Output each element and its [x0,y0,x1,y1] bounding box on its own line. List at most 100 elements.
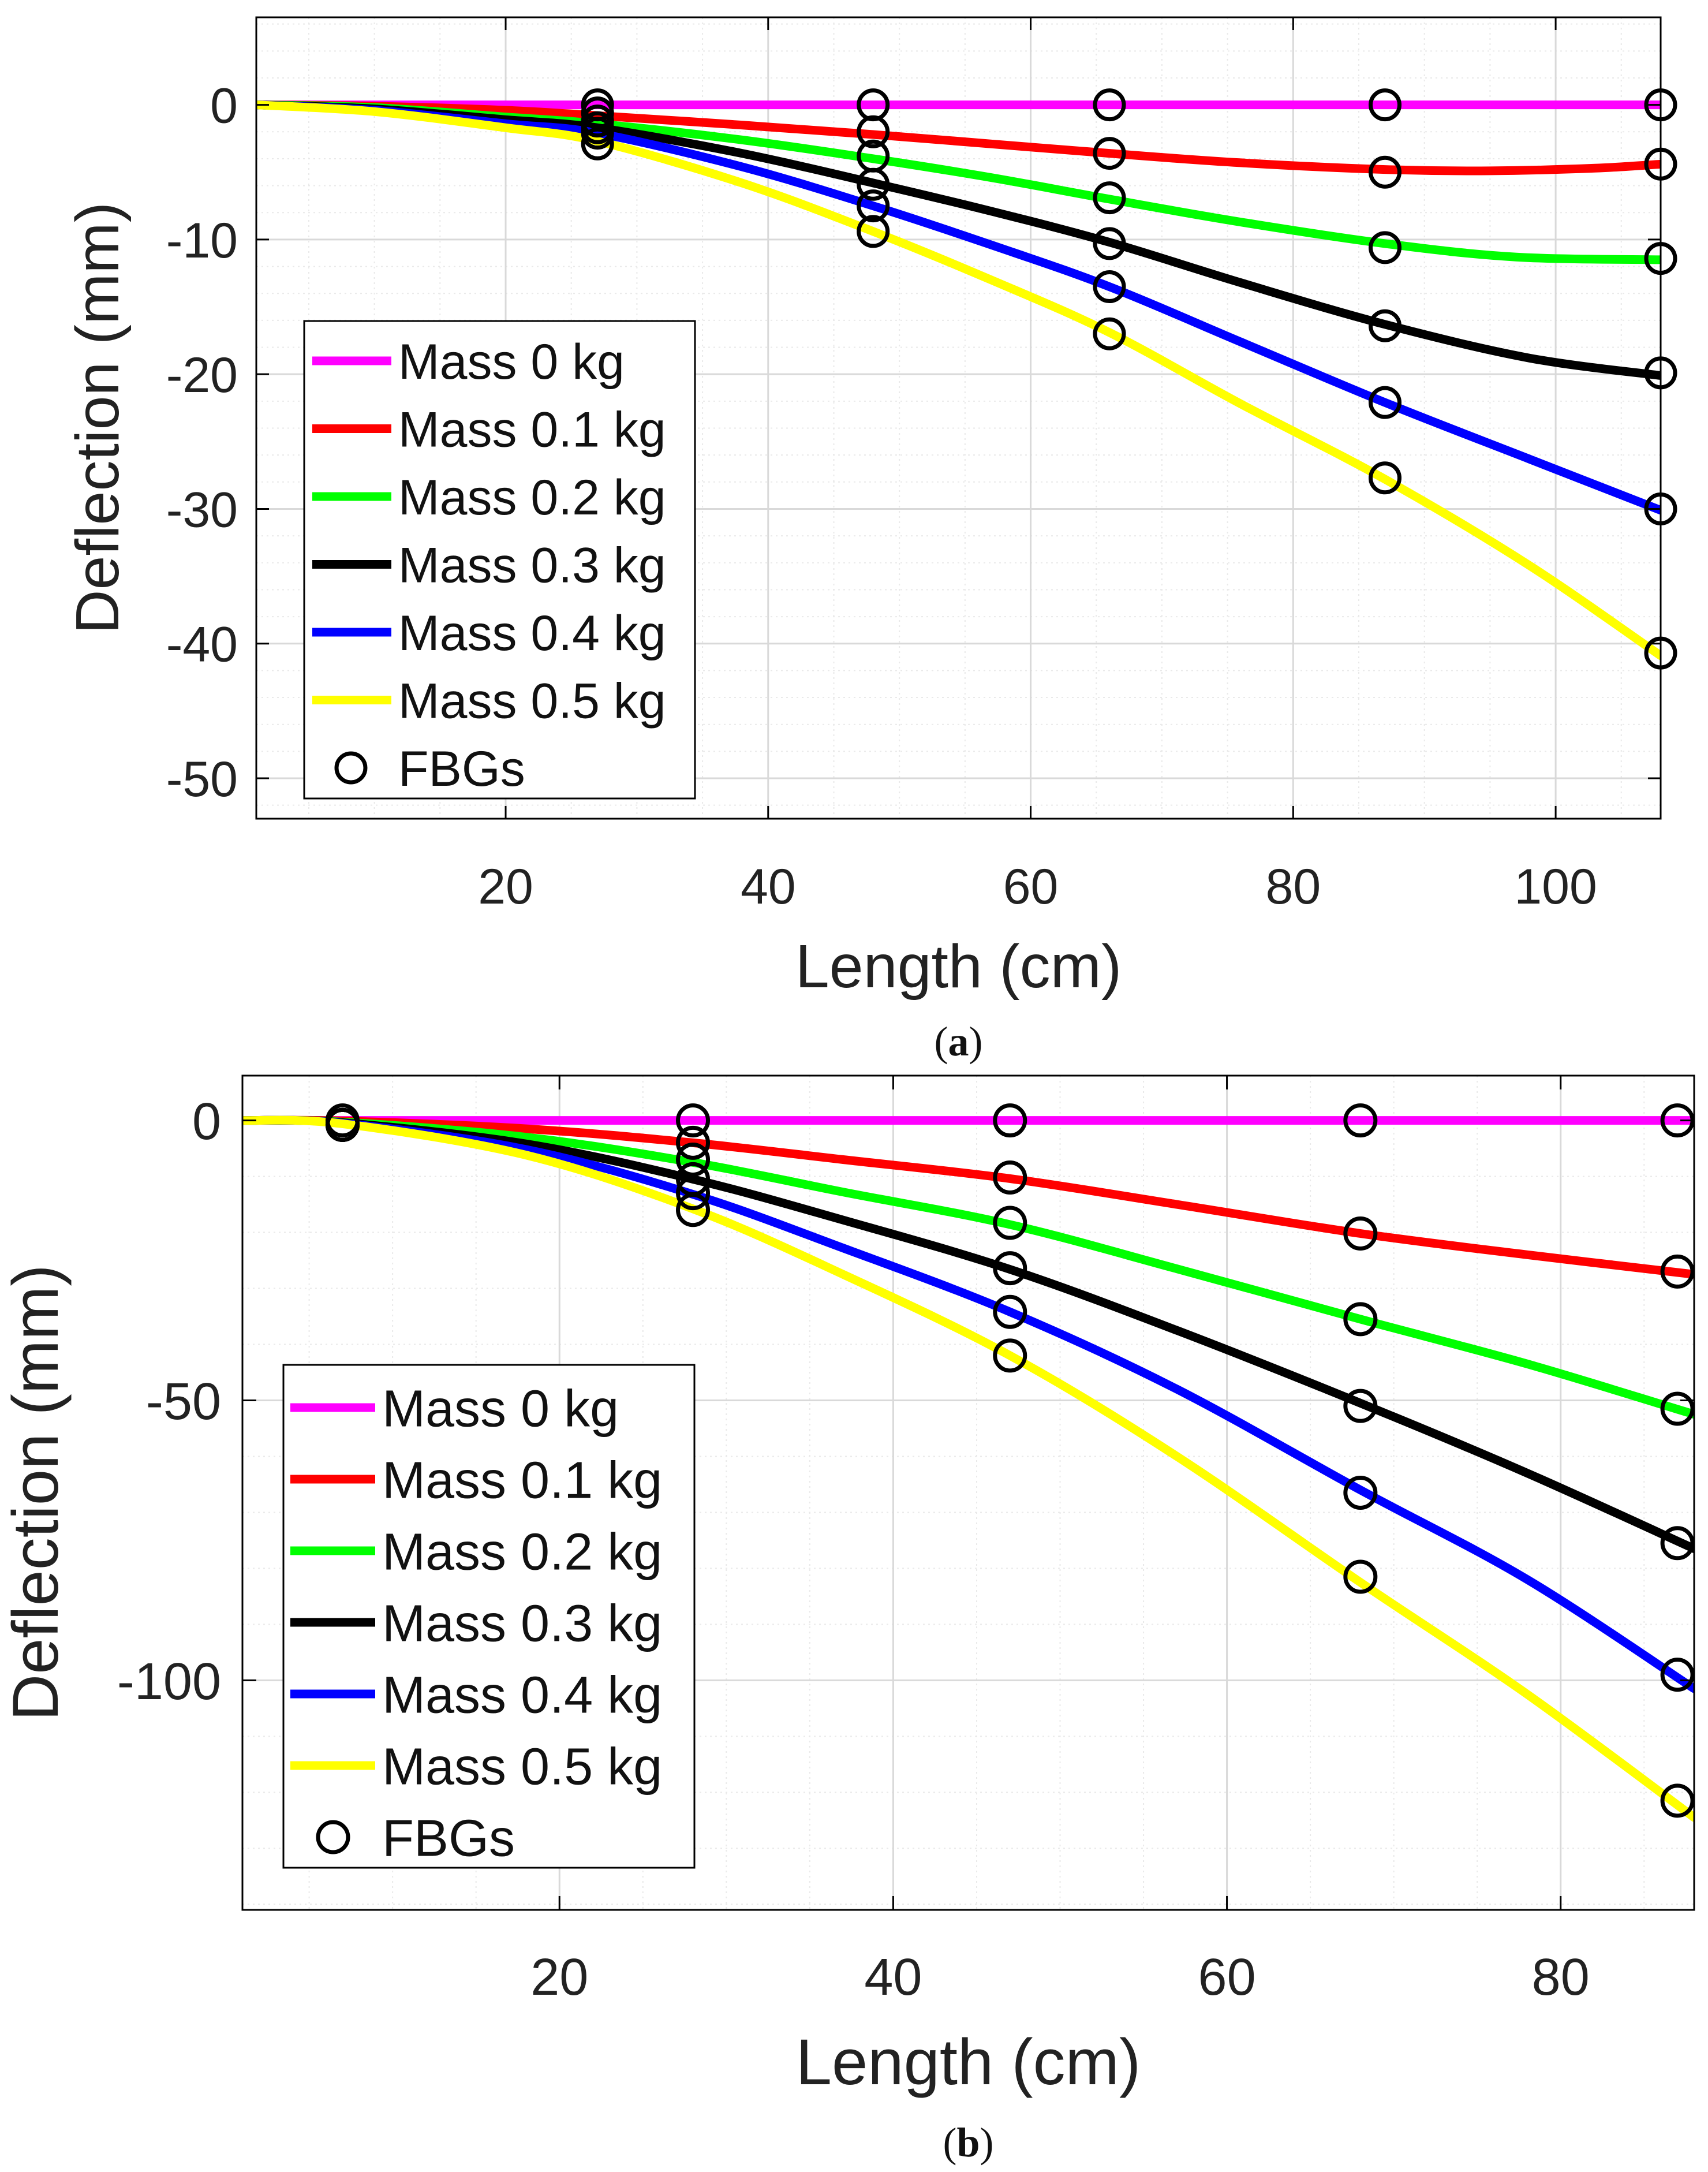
series-curves [242,1115,1694,1822]
fbg-marker [1343,1302,1378,1337]
ticks: 20 40 60 80 100 0 -10 -20 -30 -40 -50 [166,17,1661,915]
legend-label-4: Mass 0.4 kg [382,1666,662,1724]
legend-label-5: Mass 0.5 kg [398,673,666,729]
legend-label-fbgs: FBGs [398,741,525,797]
panel-label-close: ) [969,1018,983,1065]
x-tick-label: 20 [478,859,533,915]
legend-box [282,1364,696,1869]
fbg-marker [676,1142,711,1177]
legend: Mass 0 kg Mass 0.1 kg Mass 0.2 kg Mass 0.3 … [282,1364,696,1869]
fbg-marker [993,1338,1027,1373]
fbg-marker [1093,227,1126,260]
fbg-marker [1093,88,1126,122]
y-tick-label: -100 [117,1653,221,1711]
series-line-5 [242,1115,1694,1822]
x-tick-label: 80 [1265,859,1321,915]
x-tick-label: 20 [530,1949,588,2006]
fbg-marker [1368,309,1401,342]
y-tick-label: -30 [166,482,238,538]
legend-fbg-marker-icon [316,1820,350,1854]
fbg-marker [676,1176,711,1211]
chart-panel-b: 20 40 60 80 0 -50 -100 Length (cm) Deflection (m… [0,1074,1695,2166]
fbg-marker [1343,1389,1378,1423]
fbg-marker [1368,155,1401,189]
legend-label-0: Mass 0 kg [398,334,625,390]
legend-label-1: Mass 0.1 kg [382,1451,662,1509]
fbg-marker [581,127,614,161]
fbg-marker [993,1103,1027,1138]
legend-label-5: Mass 0.5 kg [382,1738,662,1796]
series-line-5 [256,100,1661,660]
legend-label-fbgs: FBGs [382,1809,515,1867]
x-tick-label: 60 [1198,1949,1256,2006]
fbg-marker [1368,231,1401,264]
fbg-marker [857,215,890,248]
chart-panel-a: 20 40 60 80 100 0 -10 -20 -30 -40 -50 Length (cm) De… [63,16,1677,1065]
x-tick-label: 40 [741,859,796,915]
fbg-marker [1343,1476,1378,1510]
x-tick-label: 60 [1003,859,1059,915]
legend: Mass 0 kg Mass 0.1 kg Mass 0.2 kg Mass 0.3 … [303,320,696,800]
fbg-marker [1093,137,1126,170]
panel-label-open: ( [935,1018,948,1065]
axes-box [255,16,1662,820]
series-line-1 [242,1115,1694,1279]
x-tick-label: 40 [864,1949,922,2006]
fbg-marker [857,115,890,148]
series-line-1 [256,100,1661,176]
fbg-marker [1368,386,1401,419]
fbg-marker [1368,461,1401,495]
fbg-marker [1660,1783,1695,1818]
panel-label: (a) [935,1018,983,1065]
legend-label-2: Mass 0.2 kg [398,470,666,525]
y-axis-label: Deflection (mm) [0,1264,72,1721]
legend-fbg-marker-icon [334,751,368,785]
y-tick-label: -40 [166,617,238,673]
x-tick-label: 100 [1514,859,1597,915]
legend-label-3: Mass 0.3 kg [398,538,666,593]
fbg-marker [1368,88,1401,122]
fbg-marker [1660,1658,1695,1692]
fbg-marker [993,1294,1027,1329]
fbg-marker [676,1193,711,1227]
panel-label: (b) [943,2119,993,2166]
fbg-marker [1343,1103,1378,1138]
axes-box [241,1074,1695,1911]
fbg-marker [993,1251,1027,1286]
legend-label-0: Mass 0 kg [382,1380,619,1438]
x-tick-label: 80 [1532,1949,1590,2006]
fbg-marker [1093,181,1126,215]
y-tick-label: -10 [166,213,238,268]
fbg-marker [1660,1254,1695,1289]
fbg-markers [325,1103,1695,1818]
legend-label-1: Mass 0.1 kg [398,402,666,457]
y-tick-label: -50 [146,1373,221,1431]
fbg-marker [676,1125,711,1160]
x-axis-label: Length (cm) [795,932,1122,1001]
fbg-marker [993,1206,1027,1240]
legend-label-2: Mass 0.2 kg [382,1523,662,1581]
ticks: 20 40 60 80 0 -50 -100 [117,1076,1694,2006]
panel-label-letter: a [948,1018,969,1065]
series-curves [256,100,1661,660]
y-tick-label: 0 [192,1093,221,1151]
fbg-marker [1660,1391,1695,1426]
fbg-marker [857,189,890,223]
fbg-marker [676,1103,711,1138]
fbg-marker [1660,1526,1695,1561]
y-tick-label: -20 [166,348,238,403]
y-tick-label: -50 [166,752,238,807]
fbg-marker [581,117,614,150]
fbg-marker [1343,1559,1378,1594]
fbg-marker [1093,317,1126,350]
fbg-marker [1343,1216,1378,1251]
fbg-marker [1093,270,1126,304]
panel-label-open: ( [943,2119,956,2166]
fbg-marker [857,167,890,201]
legend-label-3: Mass 0.3 kg [382,1595,662,1652]
legend-box [303,320,696,800]
legend-label-4: Mass 0.4 kg [398,606,666,661]
fbg-marker [993,1160,1027,1195]
panel-label-close: ) [980,2119,994,2166]
